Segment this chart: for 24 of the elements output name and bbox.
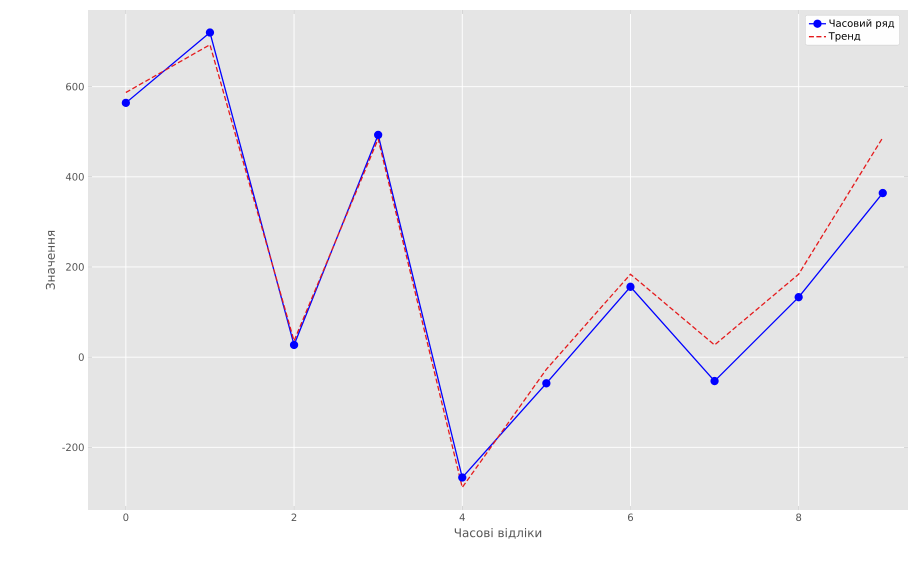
x-axis-title: Часові відліки — [454, 528, 542, 539]
x-tick-label: 4 — [460, 514, 465, 521]
y-tick-label: 200 — [66, 263, 84, 271]
x-tick-label: 8 — [796, 514, 802, 522]
point — [542, 379, 551, 388]
point — [458, 473, 466, 482]
y-tick-label: 400 — [66, 173, 84, 181]
point — [206, 28, 214, 37]
y-tick-label: 0 — [78, 353, 84, 361]
y-axis-title: Значення — [46, 230, 55, 290]
point — [374, 130, 382, 140]
y-tick-label: -200 — [62, 444, 84, 452]
point — [794, 293, 803, 302]
y-tick-label: 600 — [66, 82, 84, 90]
point — [290, 340, 298, 350]
point — [626, 282, 635, 291]
x-tick-label: 6 — [628, 514, 634, 522]
point — [710, 376, 719, 386]
point — [878, 188, 887, 198]
x-tick-label: 0 — [123, 514, 128, 522]
x-tick-label: 2 — [292, 514, 296, 521]
legend-label: Часовий ряд — [830, 19, 894, 29]
point — [122, 98, 130, 108]
legend-label: Тренд — [828, 32, 860, 42]
